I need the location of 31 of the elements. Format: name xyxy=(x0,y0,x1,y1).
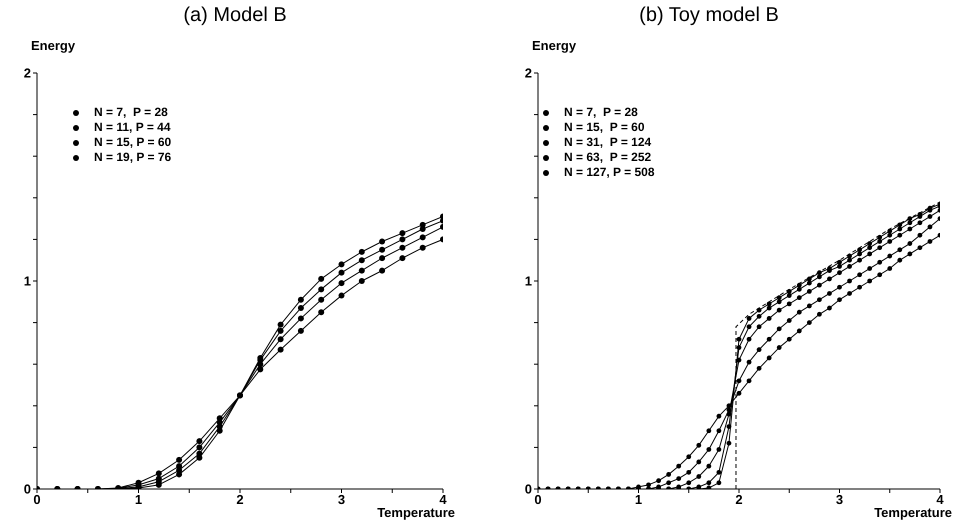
x-axis-title: Temperature xyxy=(377,505,455,520)
x-tick-label: 3 xyxy=(338,492,346,508)
x-tick-label: 1 xyxy=(634,492,642,508)
x-tick-label: 3 xyxy=(836,492,844,508)
legend-label: N = 15, P = 60 xyxy=(564,120,645,135)
x-tick-label: 2 xyxy=(236,492,244,508)
legend-label: N = 31, P = 124 xyxy=(564,135,652,150)
x-tick-label: 0 xyxy=(534,492,542,508)
x-tick-label: 0 xyxy=(33,492,41,508)
y-axis-title: Energy xyxy=(532,38,576,53)
chart-title: (a) Model B xyxy=(182,4,288,27)
chart-title: (b) Toy model B xyxy=(638,4,780,27)
legend-label: N = 15, P = 60 xyxy=(94,135,172,150)
legend-label: N = 7, P = 28 xyxy=(94,105,168,120)
legend-label: N = 127, P = 508 xyxy=(564,165,655,180)
y-tick-label: 1 xyxy=(524,274,532,289)
x-axis-title: Temperature xyxy=(874,505,952,520)
x-tick-label: 2 xyxy=(735,492,743,508)
legend-label: N = 19, P = 76 xyxy=(94,150,172,165)
y-tick-label: 0 xyxy=(524,482,532,497)
y-tick-label: 1 xyxy=(24,274,31,289)
legend-label: N = 11, P = 44 xyxy=(94,120,171,135)
x-tick-label: 1 xyxy=(134,492,142,508)
x-tick-label: 4 xyxy=(439,492,448,508)
y-axis-title: Energy xyxy=(31,38,76,53)
y-tick-label: 2 xyxy=(524,66,532,81)
y-tick-label: 0 xyxy=(24,482,31,497)
legend-label: N = 63, P = 252 xyxy=(564,150,652,165)
x-tick-label: 4 xyxy=(936,492,944,508)
legend-label: N = 7, P = 28 xyxy=(564,105,638,120)
y-tick-label: 2 xyxy=(24,66,31,81)
